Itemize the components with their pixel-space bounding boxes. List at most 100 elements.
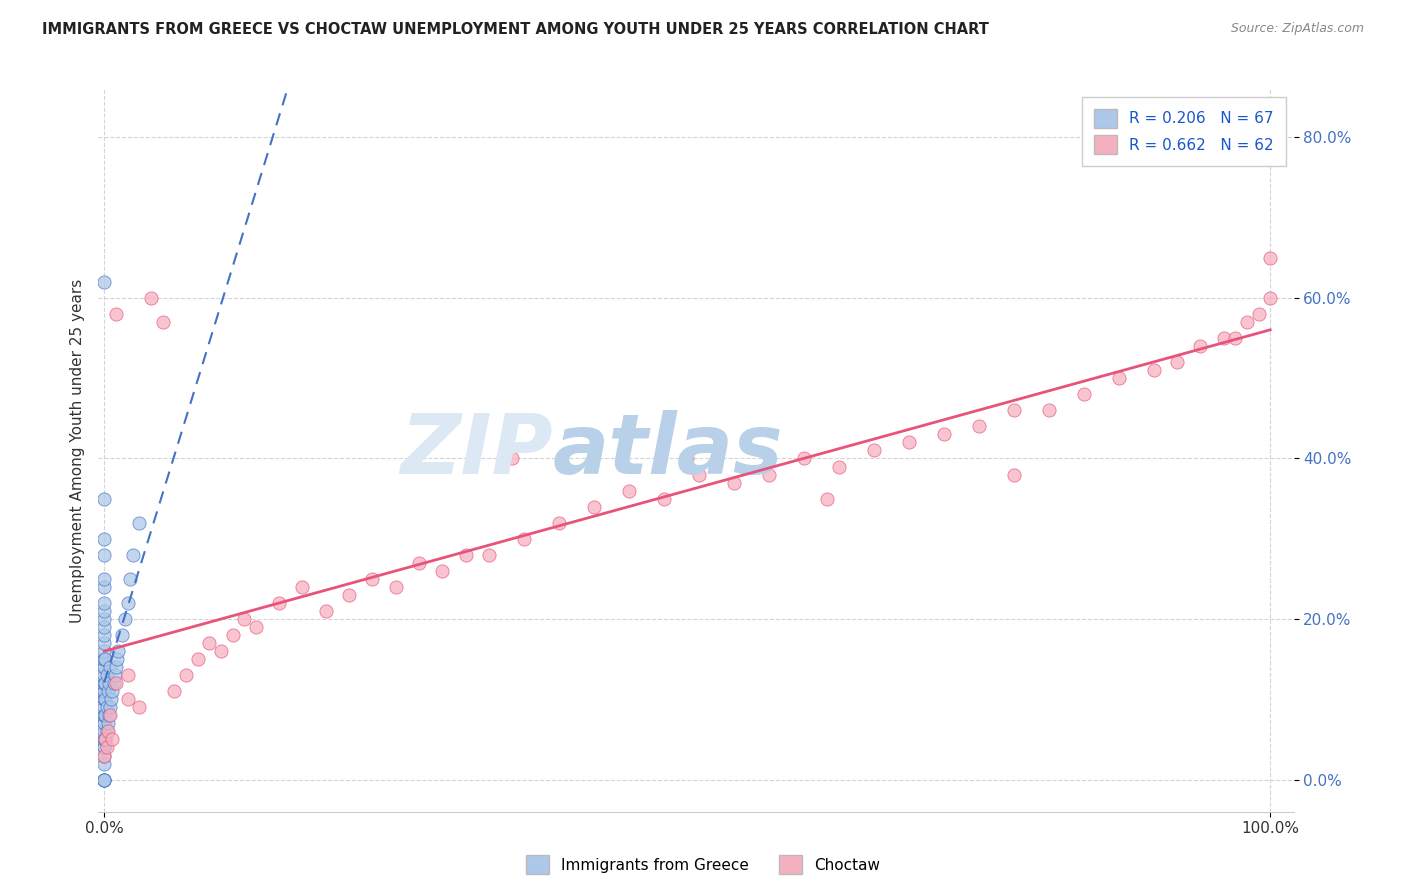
Point: [93, 772, 115, 787]
Point: [93, 732, 115, 747]
Point: [93, 708, 115, 723]
Point: [94, 676, 117, 690]
Point: [384, 580, 406, 594]
Point: [97, 724, 120, 739]
Point: [617, 483, 640, 498]
Point: [104, 660, 127, 674]
Point: [245, 620, 267, 634]
Point: [454, 548, 477, 562]
Point: [93, 676, 115, 690]
Point: [291, 580, 314, 594]
Point: [174, 668, 197, 682]
Point: [93, 708, 115, 723]
Point: [128, 516, 150, 530]
Legend: R = 0.206   N = 67, R = 0.662   N = 62: R = 0.206 N = 67, R = 0.662 N = 62: [1081, 97, 1286, 166]
Point: [93, 548, 115, 562]
Point: [97, 676, 120, 690]
Point: [117, 692, 139, 706]
Point: [93, 652, 115, 666]
Point: [758, 467, 780, 482]
Point: [1108, 371, 1130, 385]
Point: [94, 732, 117, 747]
Point: [932, 427, 955, 442]
Point: [117, 596, 139, 610]
Point: [967, 419, 990, 434]
Point: [269, 596, 291, 610]
Point: [723, 475, 745, 490]
Point: [1225, 331, 1247, 345]
Point: [93, 644, 115, 658]
Point: [93, 700, 115, 714]
Point: [122, 548, 145, 562]
Point: [94, 692, 117, 706]
Point: [96, 740, 118, 755]
Point: [107, 644, 129, 658]
Point: [93, 668, 115, 682]
Point: [93, 724, 115, 739]
Text: Source: ZipAtlas.com: Source: ZipAtlas.com: [1230, 22, 1364, 36]
Point: [93, 716, 115, 731]
Point: [104, 307, 127, 321]
Point: [1258, 251, 1281, 265]
Point: [582, 500, 605, 514]
Point: [408, 556, 430, 570]
Point: [117, 668, 139, 682]
Point: [233, 612, 256, 626]
Point: [114, 612, 136, 626]
Point: [93, 620, 115, 634]
Point: [93, 748, 115, 763]
Point: [1073, 387, 1095, 401]
Point: [361, 572, 384, 586]
Point: [1247, 307, 1270, 321]
Point: [1189, 339, 1212, 353]
Point: [100, 692, 122, 706]
Point: [93, 756, 115, 771]
Point: [1038, 403, 1060, 417]
Text: IMMIGRANTS FROM GREECE VS CHOCTAW UNEMPLOYMENT AMONG YOUTH UNDER 25 YEARS CORREL: IMMIGRANTS FROM GREECE VS CHOCTAW UNEMPL…: [42, 22, 988, 37]
Point: [897, 435, 920, 450]
Point: [163, 684, 186, 698]
Point: [337, 588, 360, 602]
Point: [93, 740, 115, 755]
Text: ZIP: ZIP: [399, 410, 553, 491]
Point: [501, 451, 523, 466]
Point: [93, 692, 115, 706]
Point: [103, 676, 125, 690]
Point: [815, 491, 838, 506]
Point: [96, 724, 118, 739]
Point: [828, 459, 851, 474]
Point: [1142, 363, 1164, 377]
Point: [1258, 291, 1281, 305]
Legend: Immigrants from Greece, Choctaw: Immigrants from Greece, Choctaw: [520, 849, 886, 880]
Point: [93, 684, 115, 698]
Point: [862, 443, 884, 458]
Point: [97, 716, 120, 731]
Point: [93, 580, 115, 594]
Point: [209, 644, 232, 658]
Point: [93, 748, 115, 763]
Point: [97, 708, 120, 723]
Point: [94, 652, 117, 666]
Point: [93, 684, 115, 698]
Point: [93, 491, 115, 506]
Point: [478, 548, 501, 562]
Point: [93, 636, 115, 650]
Point: [94, 708, 117, 723]
Point: [93, 604, 115, 618]
Point: [93, 772, 115, 787]
Point: [93, 572, 115, 586]
Point: [93, 628, 115, 642]
Point: [1002, 467, 1025, 482]
Point: [101, 732, 124, 747]
Point: [548, 516, 571, 530]
Point: [101, 684, 124, 698]
Point: [104, 668, 127, 682]
Point: [652, 491, 675, 506]
Point: [152, 315, 174, 329]
Point: [128, 700, 150, 714]
Point: [93, 596, 115, 610]
Point: [104, 676, 127, 690]
Point: [793, 451, 815, 466]
Point: [93, 740, 115, 755]
Point: [513, 532, 536, 546]
